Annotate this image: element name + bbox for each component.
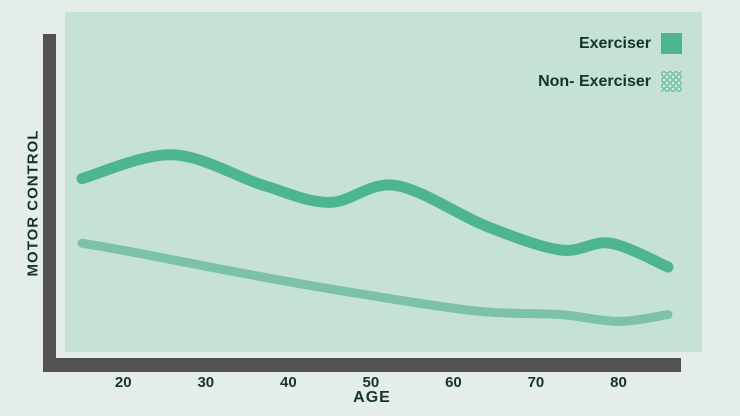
x-tick-label: 40 <box>279 374 297 391</box>
x-tick-label: 20 <box>114 374 132 391</box>
legend-item-exerciser: Exerciser <box>579 33 682 54</box>
x-tick-label: 70 <box>527 374 545 391</box>
y-axis-bar <box>43 34 56 372</box>
x-tick-label: 80 <box>610 374 627 391</box>
non-exerciser-swatch-icon <box>661 71 682 92</box>
x-tick-label: 30 <box>197 374 215 391</box>
legend-label-exerciser: Exerciser <box>578 34 651 52</box>
legend-item-non-exerciser: Non- Exerciser <box>538 71 682 92</box>
x-tick-label: 50 <box>362 374 380 391</box>
legend-label-non-exerciser: Non- Exerciser <box>538 72 651 90</box>
series-line-non-exerciser <box>77 238 673 326</box>
series-line-exerciser <box>76 149 674 273</box>
x-axis-title: AGE <box>353 389 391 406</box>
legend: Exerciser Non- Exerciser <box>538 33 682 92</box>
y-axis-title: MOTOR CONTROL <box>24 129 42 277</box>
x-axis-bar <box>43 358 681 372</box>
exerciser-swatch-icon <box>661 33 682 54</box>
x-tick-label: 60 <box>445 374 462 391</box>
